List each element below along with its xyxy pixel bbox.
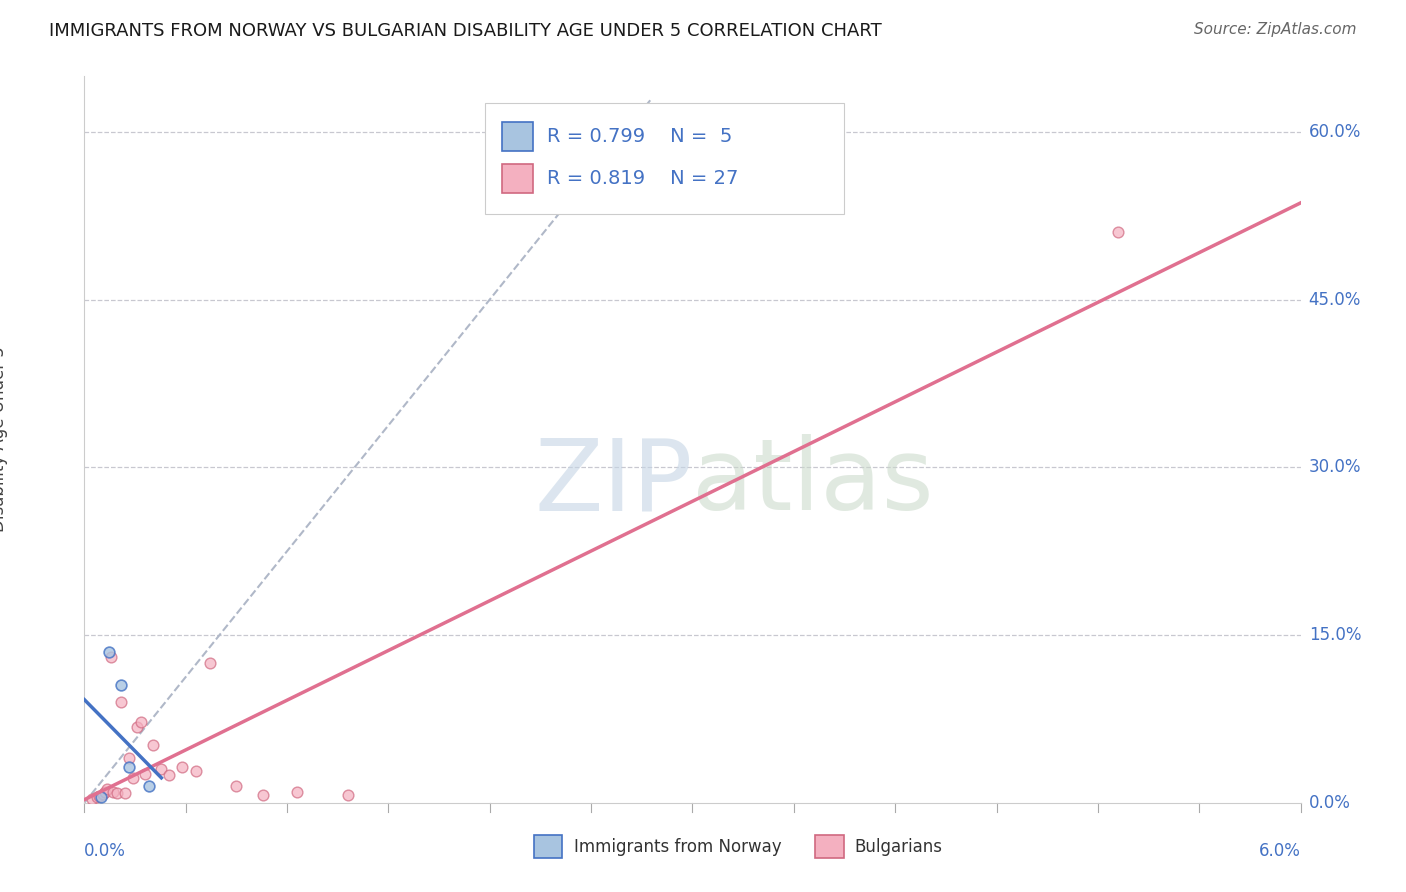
Text: atlas: atlas <box>693 434 934 532</box>
Text: Source: ZipAtlas.com: Source: ZipAtlas.com <box>1194 22 1357 37</box>
Point <box>252 788 274 802</box>
Text: 6.0%: 6.0% <box>1258 842 1301 860</box>
Point <box>184 764 207 779</box>
Point <box>129 715 152 730</box>
Point <box>110 678 132 692</box>
Point <box>138 779 160 793</box>
Point <box>118 760 141 774</box>
Point <box>101 784 124 798</box>
Text: 45.0%: 45.0% <box>1309 291 1361 309</box>
Text: Disability Age Under 5: Disability Age Under 5 <box>0 346 8 533</box>
Text: Bulgarians: Bulgarians <box>855 838 943 855</box>
Text: 30.0%: 30.0% <box>1309 458 1361 476</box>
Point <box>125 720 148 734</box>
Point <box>105 786 128 800</box>
Point <box>225 779 247 793</box>
Point <box>86 790 108 805</box>
Point <box>91 787 114 801</box>
Point <box>93 784 115 798</box>
Point <box>97 645 120 659</box>
Text: 0.0%: 0.0% <box>1309 794 1351 812</box>
Point <box>118 751 141 765</box>
Point <box>170 760 193 774</box>
Point <box>110 695 132 709</box>
Point <box>142 738 165 752</box>
Point <box>198 656 221 670</box>
Point <box>122 771 145 785</box>
Text: ZIP: ZIP <box>534 434 693 532</box>
Point <box>96 782 118 797</box>
Point <box>150 762 173 776</box>
Point <box>87 789 110 803</box>
Point <box>134 766 156 780</box>
Text: 15.0%: 15.0% <box>1309 626 1361 644</box>
Point <box>1107 226 1129 240</box>
Text: Immigrants from Norway: Immigrants from Norway <box>574 838 782 855</box>
Text: IMMIGRANTS FROM NORWAY VS BULGARIAN DISABILITY AGE UNDER 5 CORRELATION CHART: IMMIGRANTS FROM NORWAY VS BULGARIAN DISA… <box>49 22 882 40</box>
Text: 0.0%: 0.0% <box>84 842 127 860</box>
Point <box>90 790 112 805</box>
Text: 60.0%: 60.0% <box>1309 123 1361 141</box>
Text: R = 0.819    N = 27: R = 0.819 N = 27 <box>547 169 738 188</box>
Point <box>285 784 308 798</box>
Point <box>159 768 181 782</box>
Text: R = 0.799    N =  5: R = 0.799 N = 5 <box>547 127 733 146</box>
Point <box>114 786 136 800</box>
Point <box>336 788 359 802</box>
Point <box>100 650 122 665</box>
Point <box>82 792 104 806</box>
